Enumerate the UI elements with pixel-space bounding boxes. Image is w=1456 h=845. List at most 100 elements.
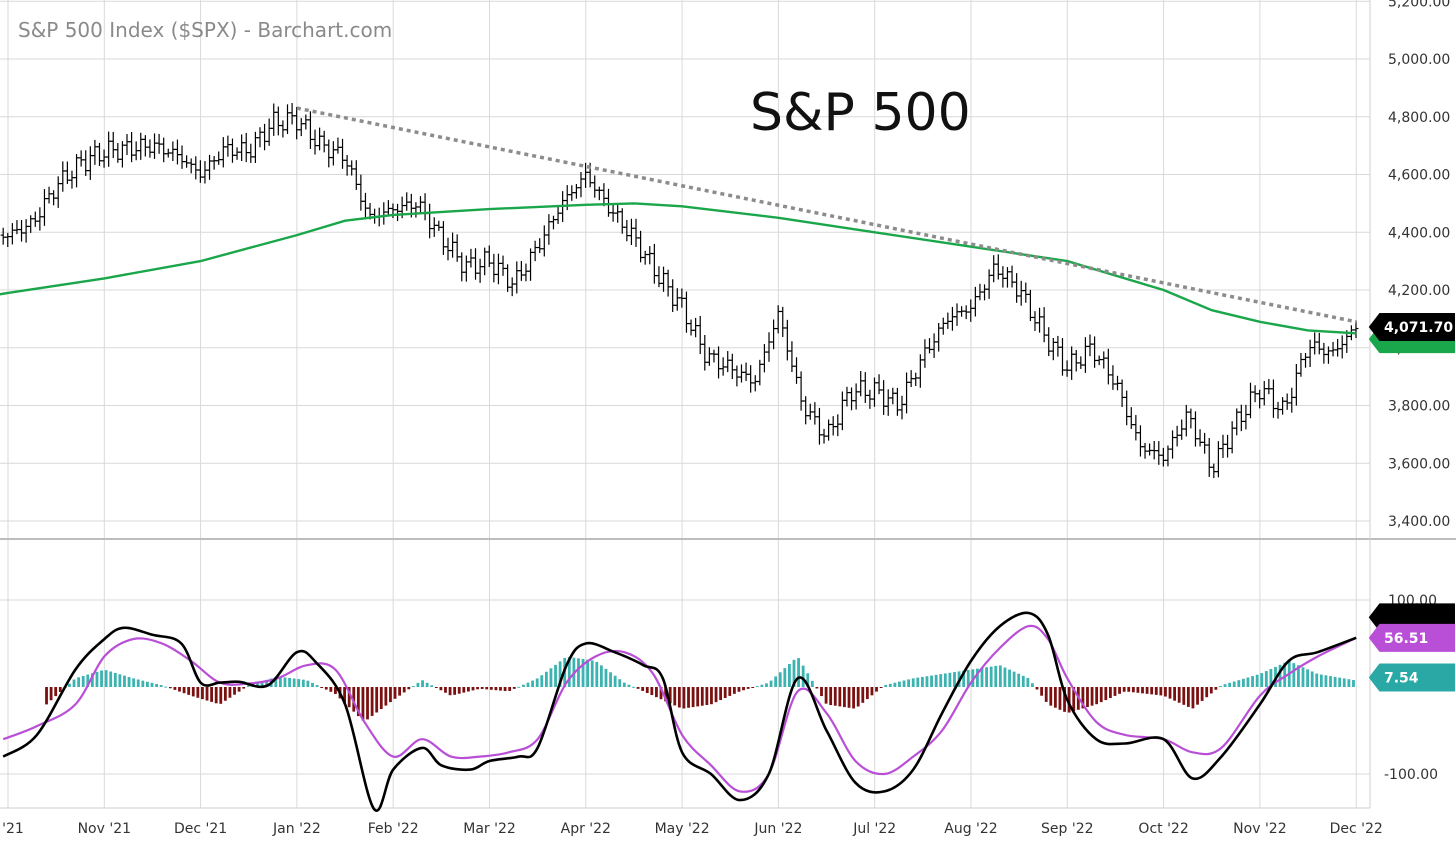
price-bar [395, 203, 401, 222]
price-bar [303, 114, 309, 130]
price-bar [184, 155, 190, 168]
price-bar [307, 111, 313, 149]
price-bar [1243, 404, 1249, 430]
price-bar [757, 359, 763, 386]
histogram-bar [1315, 673, 1319, 687]
histogram-bar [1301, 667, 1305, 687]
histogram-bar [113, 672, 117, 687]
histogram-bar [613, 675, 617, 687]
histogram-bar [1333, 676, 1337, 687]
histogram-bar [723, 687, 727, 698]
price-bar [179, 145, 185, 169]
price-bar [1234, 408, 1240, 436]
price-bar [239, 134, 245, 162]
histogram-bar [384, 687, 388, 706]
histogram-bar [425, 682, 429, 687]
histogram-bar [54, 687, 58, 697]
x-tick-label: Sep '22 [1041, 821, 1094, 837]
price-bar [87, 146, 93, 180]
price-bar [119, 141, 125, 168]
last-price-tag: 4,071.70 [1368, 313, 1455, 342]
histogram-bar [1205, 687, 1209, 698]
histogram-bar [127, 677, 131, 687]
price-bar [647, 246, 653, 265]
price-bar [83, 150, 89, 177]
price-bar [798, 371, 804, 411]
price-bar [257, 127, 263, 148]
price-bar [1206, 437, 1212, 477]
histogram-bar [677, 687, 681, 708]
price-bar [262, 123, 268, 151]
price-bar [1183, 404, 1189, 437]
histogram-bar [609, 672, 612, 687]
histogram-bar [980, 667, 984, 687]
histogram-bar [687, 687, 690, 708]
price-bar [794, 357, 800, 384]
histogram-bar [444, 687, 447, 693]
price-bar [720, 357, 726, 376]
histogram-bar [838, 687, 842, 707]
price-bar [1023, 282, 1029, 303]
price-bar [509, 277, 515, 297]
price-bar [605, 188, 611, 217]
histogram-bar [549, 668, 553, 687]
price-bar [1270, 379, 1276, 418]
y-tick-label: 3,800.00 [1388, 399, 1450, 415]
price-bar [60, 161, 66, 192]
price-bar [326, 139, 332, 168]
price-bar [706, 347, 712, 366]
histogram-bar [379, 687, 383, 710]
histogram-bar [985, 667, 988, 687]
price-bar [1101, 351, 1107, 369]
histogram-bar [1109, 687, 1112, 698]
histogram-bar [865, 687, 869, 700]
histogram-bar [457, 687, 461, 694]
last-price-tag-text: 4,071.70 [1384, 320, 1453, 336]
price-bar [1000, 266, 1006, 288]
price-bar [252, 131, 258, 164]
price-bar [1275, 401, 1281, 419]
price-bar [555, 206, 561, 224]
histogram-bar [801, 665, 805, 687]
histogram-bar [824, 687, 828, 704]
histogram-bar [512, 687, 516, 689]
price-bar [459, 252, 465, 282]
price-bar [766, 332, 772, 362]
price-bar [716, 346, 722, 379]
histogram-bar [1347, 679, 1351, 687]
chart-annotation: S&P 500 [750, 83, 971, 143]
histogram-bar [178, 687, 181, 692]
histogram-bar [246, 685, 250, 687]
x-tick-label: Mar '22 [463, 821, 516, 837]
histogram-bar [618, 679, 622, 687]
x-tick-label: Jul '22 [852, 821, 896, 837]
histogram-bar [1219, 686, 1222, 688]
histogram-bar [352, 687, 356, 712]
price-bar [917, 354, 923, 388]
histogram-bar [1292, 663, 1296, 687]
histogram-bar [214, 687, 218, 704]
histogram-value-tag: 7.54 [1368, 663, 1455, 692]
price-bar [532, 240, 538, 262]
histogram-bar [389, 687, 392, 703]
histogram-bar [1246, 677, 1250, 687]
price-bar [1170, 430, 1176, 459]
price-bar [440, 221, 446, 255]
price-bar [1188, 408, 1194, 429]
price-bar [1303, 352, 1309, 368]
histogram-bar [1329, 676, 1332, 687]
x-tick-label: Jun '22 [753, 821, 802, 837]
price-bar [275, 106, 281, 136]
histogram-bar [292, 678, 296, 687]
histogram-bar [783, 668, 787, 687]
histogram-bar [356, 687, 360, 717]
histogram-bar [1081, 687, 1085, 709]
price-bar [528, 248, 534, 281]
histogram-bar [998, 665, 1002, 687]
price-bar [1069, 346, 1075, 380]
price-bar [945, 312, 951, 329]
histogram-bar [1035, 687, 1039, 690]
price-bar [775, 305, 781, 334]
histogram-bar [1104, 687, 1108, 701]
